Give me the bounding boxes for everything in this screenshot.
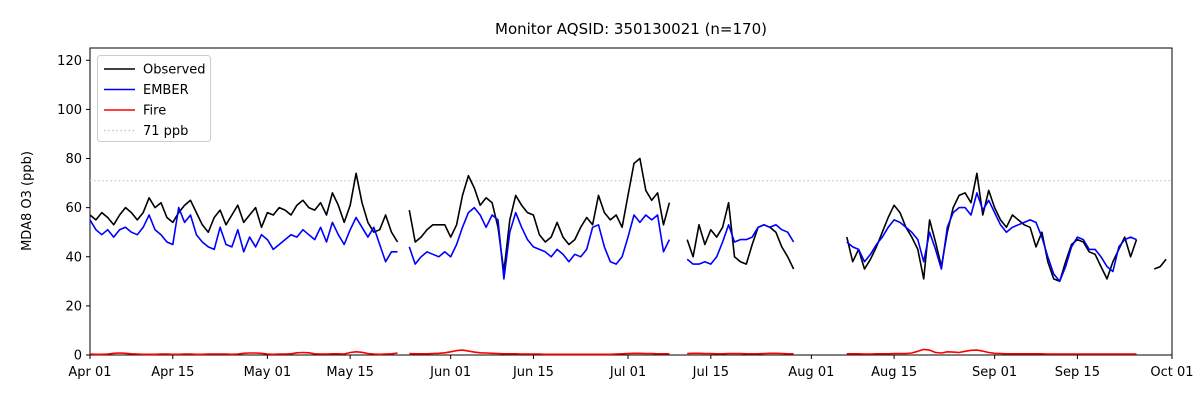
x-tick-label: Aug 01 (788, 365, 834, 380)
y-tick-label: 60 (65, 201, 82, 216)
x-tick-label: May 15 (326, 365, 374, 380)
legend-item-fire: Fire (104, 104, 166, 119)
y-tick-label: 0 (74, 349, 82, 364)
y-tick-label: 20 (65, 299, 82, 314)
y-tick-label: 120 (57, 54, 82, 69)
legend-item-71-ppb: 71 ppb (104, 124, 188, 139)
x-tick-label: Jul 15 (692, 365, 729, 380)
series-line-observed (89, 157, 1167, 283)
legend: Observed EMBER Fire 71 ppb (97, 55, 211, 142)
x-tick-label: Apr 01 (68, 365, 111, 380)
chart-dynamic-layer: 0 20 40 60 80 100 120 Apr 01 Apr 15 May 01 May 15 J… (57, 47, 1194, 380)
x-tick-label: Oct 01 (1150, 365, 1193, 380)
y-tick-label: 40 (65, 250, 82, 265)
legend-box (97, 55, 211, 142)
plot-frame (89, 47, 1173, 356)
legend-item-observed: Observed (104, 63, 206, 78)
y-tick-label: 100 (57, 103, 82, 118)
x-tick-label: Sep 01 (972, 365, 1017, 380)
x-tick-label: Sep 15 (1055, 365, 1100, 380)
x-tick-label: Aug 15 (871, 365, 917, 380)
series-line-ember (89, 192, 1137, 283)
x-tick-label: May 01 (244, 365, 292, 380)
x-tick-label: Jun 01 (429, 365, 471, 380)
legend-item-ember: EMBER (104, 83, 189, 98)
x-tick-label: Jun 15 (512, 365, 554, 380)
y-tick-label: 80 (65, 152, 82, 167)
legend-label: EMBER (143, 83, 189, 98)
series-layer (89, 157, 1167, 356)
series-line-fire (89, 348, 1137, 356)
x-tick-label: Apr 15 (151, 365, 194, 380)
legend-label: 71 ppb (143, 124, 188, 139)
x-tick-label: Jul 01 (609, 365, 646, 380)
legend-label: Observed (143, 63, 206, 78)
chart-title: Monitor AQSID: 350130021 (n=170) (495, 20, 767, 38)
y-axis-label: MDA8 O3 (ppb) (20, 151, 35, 251)
legend-label: Fire (143, 104, 166, 119)
